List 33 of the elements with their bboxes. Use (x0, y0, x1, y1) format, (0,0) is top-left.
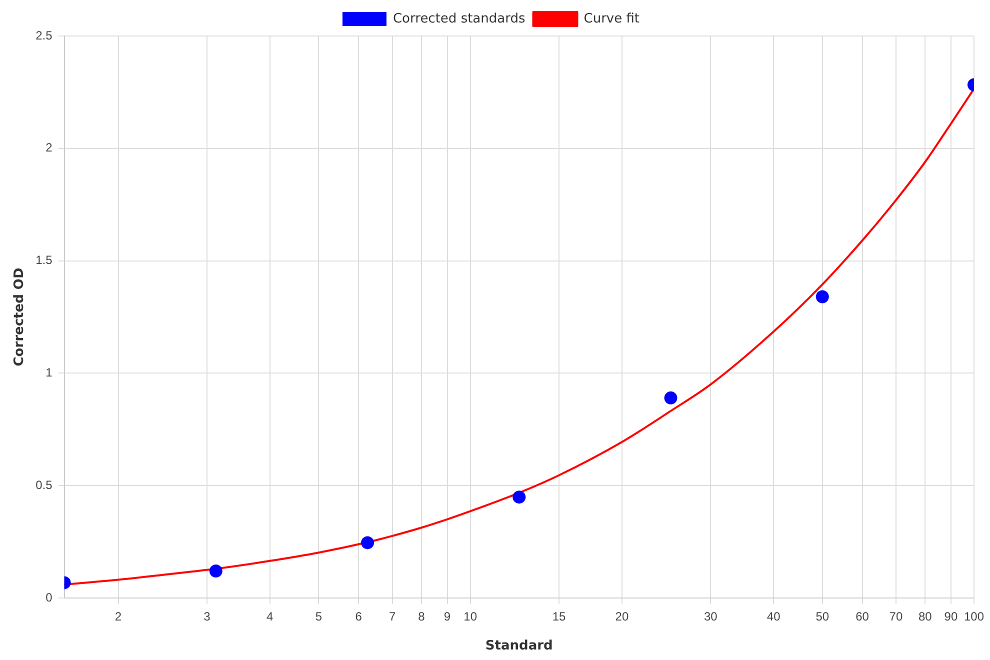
x-tick-label: 2 (114, 610, 122, 624)
point (664, 391, 678, 404)
x-tick-label: 7 (388, 610, 396, 624)
y-tick-label: 2.5 (36, 28, 53, 42)
legend-label: Curve fit (584, 11, 640, 26)
x-tick-label: 3 (204, 610, 211, 624)
point (512, 490, 526, 504)
y-axis-title: Corrected OD (12, 268, 28, 366)
x-tick-label: 90 (944, 610, 958, 624)
x-tick-label: 8 (418, 610, 426, 624)
x-axis-title: Standard (485, 638, 553, 654)
x-tick-label: 15 (552, 610, 566, 624)
x-tick-label: 5 (315, 610, 322, 624)
y-tick-label: 1.5 (36, 253, 53, 268)
x-tick-label: 6 (355, 610, 362, 624)
legend-label: Corrected standards (392, 11, 526, 26)
y-tick-label: 0 (46, 590, 53, 604)
x-tick-label: 70 (889, 610, 903, 624)
x-tick-label: 4 (266, 610, 274, 624)
y-tick-label: 2 (46, 140, 53, 155)
point (361, 536, 374, 550)
x-tick-label: 40 (766, 610, 781, 624)
x-tick-label: 10 (464, 610, 478, 624)
x-tick-label: 20 (615, 610, 629, 624)
y-tick-label: 0.5 (36, 478, 53, 492)
x-tick-label: 60 (856, 610, 870, 624)
y-tick-label: 1 (46, 366, 53, 380)
x-tick-label: 50 (816, 610, 830, 624)
x-tick-label: 9 (444, 610, 451, 624)
x-tick-label: 80 (918, 610, 932, 624)
point (816, 290, 829, 304)
x-tick-label: 100 (964, 610, 984, 624)
x-tick-label: 30 (704, 610, 718, 624)
